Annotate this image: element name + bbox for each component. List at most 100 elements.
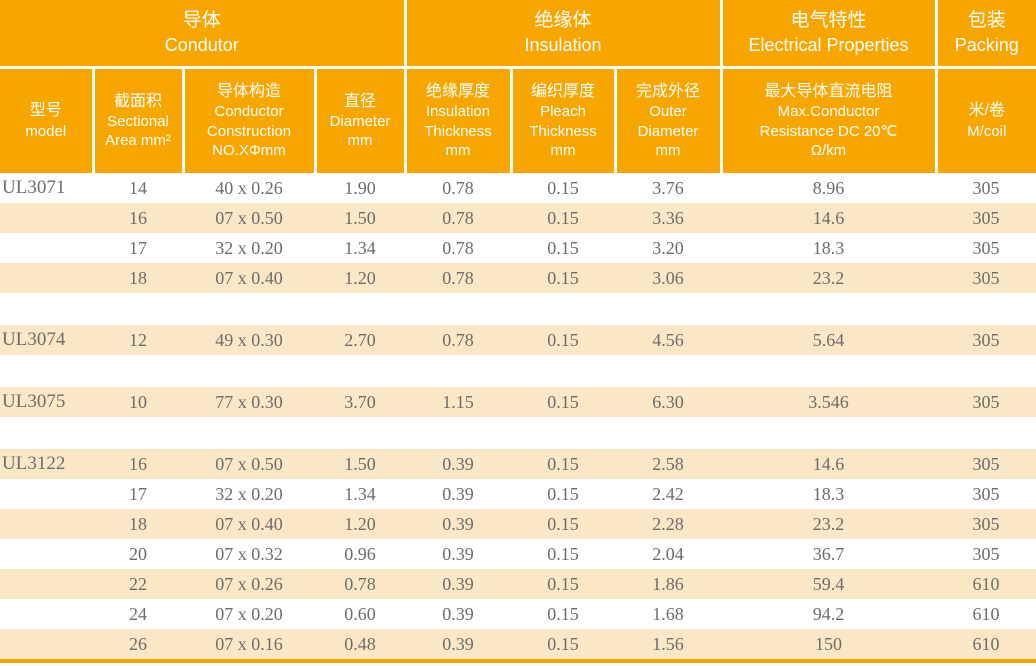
cell-m-coil: 305 [972,391,1000,412]
group-label-zh-packing: 包装 [967,10,1006,32]
group-label-en-insulation: Insulation [524,34,602,55]
spacer-row [0,355,1036,387]
table-row: 24 07 x 0.20 0.60 0.39 0.15 1.68 94.2 610 [0,599,1036,629]
column-label-conductor-construction-line2: Construction [206,122,292,140]
cell-m-coil: 305 [972,453,1000,474]
cell-model: UL3075 [2,391,66,412]
cell-m-coil: 305 [972,329,1000,350]
column-label-outer-diameter-line1: Outer [649,103,687,121]
cell-insulation-thickness: 0.39 [442,633,474,654]
cell-insulation-thickness: 0.39 [442,453,474,474]
cell-insulation-thickness: 0.39 [442,603,474,624]
cell-model: UL3071 [2,177,66,198]
cell-pleach-thickness: 0.15 [547,543,579,564]
cell-model [0,479,93,509]
cell-pleach-thickness: 0.15 [547,329,579,350]
cell-diameter: 0.78 [344,573,376,594]
spacer-row [0,417,1036,449]
cell-insulation-thickness: 0.78 [442,267,474,288]
cell-insulation-thickness: 0.39 [442,543,474,564]
spacer-row [0,293,1036,325]
column-header-pleach-thickness: 编织厚度 Pleach Thickness mm [509,67,615,173]
cell-conductor-construction: 07 x 0.26 [215,573,283,594]
cell-max-resistance: 5.64 [812,329,845,350]
cell-sectional-area: 18 [129,513,147,534]
cell-conductor-construction: 77 x 0.30 [215,391,283,412]
cell-m-coil: 305 [972,237,1000,258]
column-label-diameter-line0: 直径 [343,92,376,110]
column-label-m-coil-line0: 米/卷 [968,102,1005,120]
group-header-row: 导体 Condutor 绝缘体 Insulation 电气特性 Electrical Pr… [0,0,1036,69]
cell-conductor-construction: 07 x 0.16 [215,633,283,654]
column-header-row: 型号 model 截面积 Sectional Area mm² 导体构造 Conductor… [0,67,1036,173]
cell-m-coil: 305 [972,543,1000,564]
table-row: UL3074 12 49 x 0.30 2.70 0.78 0.15 4.56 5.64 305 [0,325,1036,355]
column-label-model-line0: 型号 [29,102,62,120]
column-header-outer-diameter: 完成外径 Outer Diameter mm [613,67,721,173]
cell-sectional-area: 16 [129,453,147,474]
column-label-m-coil-line1: M/coil [967,122,1007,140]
cell-model [0,203,93,233]
cell-max-resistance: 94.2 [812,603,845,624]
group-header-conductor: 导体 Condutor [0,0,405,69]
cell-outer-diameter: 3.20 [652,237,684,258]
cell-max-resistance: 150 [815,633,842,654]
cell-model: UL3122 [2,453,66,474]
cell-insulation-thickness: 0.39 [442,513,474,534]
spacer-cell [0,417,1036,449]
column-label-sectional-area-line2: Area mm² [105,132,171,150]
cell-model [0,629,93,661]
cell-m-coil: 610 [972,603,1000,624]
cell-conductor-construction: 07 x 0.50 [215,207,283,228]
cell-insulation-thickness: 0.39 [442,483,474,504]
cell-model [0,263,93,293]
cell-conductor-construction: 07 x 0.40 [215,513,283,534]
column-label-sectional-area-line1: Sectional [107,113,169,131]
cell-max-resistance: 14.6 [812,207,845,228]
column-label-conductor-construction-line1: Conductor [214,103,284,121]
cell-pleach-thickness: 0.15 [547,513,579,534]
group-label-en-conductor: Condutor [164,34,239,55]
cell-outer-diameter: 2.04 [652,543,684,564]
cell-sectional-area: 20 [129,543,147,564]
column-label-diameter-line2: mm [347,132,373,150]
table-row: 22 07 x 0.26 0.78 0.39 0.15 1.86 59.4 610 [0,569,1036,599]
cell-model: UL3074 [2,329,66,350]
column-header-insulation-thickness: 绝缘厚度 Insulation Thickness mm [403,67,511,173]
column-header-diameter: 直径 Diameter mm [313,67,405,173]
table-row: UL3122 16 07 x 0.50 1.50 0.39 0.15 2.58 14.6 305 [0,449,1036,479]
cell-sectional-area: 17 [129,237,147,258]
column-label-insulation-thickness-line2: Thickness [424,122,492,140]
column-label-pleach-thickness-line1: Pleach [540,103,586,121]
cell-model [0,599,93,629]
cell-m-coil: 305 [972,483,1000,504]
spacer-cell [0,355,1036,387]
group-label-zh-electrical: 电气特性 [790,10,867,32]
cell-model [0,233,93,263]
cell-sectional-area: 14 [129,177,147,198]
cell-outer-diameter: 6.30 [652,391,684,412]
cell-max-resistance: 14.6 [812,453,845,474]
table-row: 17 32 x 0.20 1.34 0.39 0.15 2.42 18.3 305 [0,479,1036,509]
cell-m-coil: 305 [972,177,1000,198]
column-label-sectional-area-line0: 截面积 [113,92,162,110]
column-label-pleach-thickness-line3: mm [550,141,576,159]
cell-outer-diameter: 1.56 [652,633,684,654]
cell-m-coil: 610 [972,573,1000,594]
cell-outer-diameter: 2.58 [652,453,684,474]
group-label-en-electrical: Electrical Properties [748,34,909,55]
column-label-max-resistance-line3: Ω/km [810,141,847,159]
cell-diameter: 1.20 [344,513,376,534]
cell-conductor-construction: 32 x 0.20 [215,237,283,258]
cell-sectional-area: 17 [129,483,147,504]
cell-model [0,509,93,539]
cell-outer-diameter: 3.06 [652,267,684,288]
cell-model [0,539,93,569]
cell-outer-diameter: 2.28 [652,513,684,534]
cell-max-resistance: 18.3 [812,483,845,504]
cell-max-resistance: 36.7 [812,543,845,564]
cell-pleach-thickness: 0.15 [547,633,579,654]
column-label-diameter-line1: Diameter [329,113,391,131]
table-row: UL3075 10 77 x 0.30 3.70 1.15 0.15 6.30 3.546 30… [0,387,1036,417]
cell-diameter: 0.96 [344,543,376,564]
